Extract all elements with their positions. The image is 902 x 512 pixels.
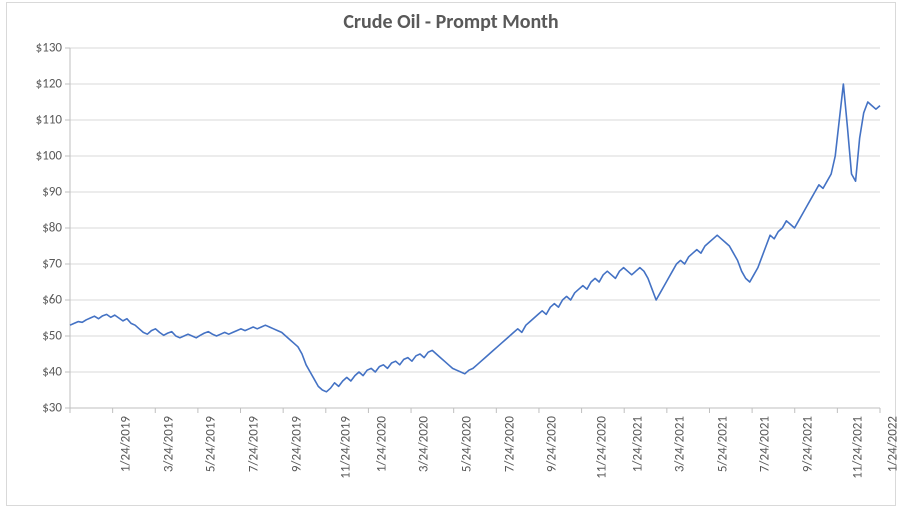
x-tick-label: 9/24/2019 [289, 416, 304, 472]
x-tick-label: 7/24/2020 [502, 416, 517, 472]
x-tick-label: 9/24/2020 [545, 416, 560, 472]
y-tick-label: $90 [42, 185, 62, 200]
y-tick-label: $110 [36, 113, 62, 128]
x-tick-label: 11/24/2021 [850, 416, 865, 479]
x-tick-label: 11/24/2020 [594, 416, 609, 479]
x-tick-label: 11/24/2019 [338, 416, 353, 479]
x-tick-label: 5/24/2019 [204, 416, 219, 472]
y-tick-label: $120 [36, 77, 62, 92]
x-tick-label: 1/24/2019 [119, 416, 134, 472]
y-tick-label: $80 [42, 221, 62, 236]
x-tick-label: 1/24/2020 [374, 416, 389, 472]
y-tick-label: $70 [42, 257, 62, 272]
x-tick-label: 3/24/2019 [161, 416, 176, 472]
gridlines [70, 48, 880, 408]
x-tick-label: 3/24/2021 [673, 416, 688, 472]
x-tick-label: 1/24/2021 [630, 416, 645, 472]
chart-container: Crude Oil - Prompt Month $30 $40 $50 $60 $70… [0, 0, 902, 512]
plot-area [70, 48, 880, 408]
x-tick-label: 3/24/2020 [417, 416, 432, 472]
y-tick-label: $30 [42, 401, 62, 416]
x-tick-label: 7/24/2019 [247, 416, 262, 472]
x-tick-label: 7/24/2021 [758, 416, 773, 472]
x-tick-label: 9/24/2021 [801, 416, 816, 472]
x-tick-label: 5/24/2020 [460, 416, 475, 472]
x-tick-label: 5/24/2021 [716, 416, 731, 472]
x-tick-label: 1/24/2022 [886, 416, 901, 472]
y-tick-label: $100 [36, 149, 62, 164]
y-axis-labels: $30$40$50$60$70$80$90$100$110$120$130 [0, 48, 62, 408]
y-tick-label: $50 [42, 329, 62, 344]
y-tick-label: $60 [42, 293, 62, 308]
price-line [70, 84, 880, 392]
y-tick-label: $130 [36, 41, 62, 56]
y-tick-label: $40 [42, 365, 62, 380]
chart-title: Crude Oil - Prompt Month [0, 10, 902, 34]
